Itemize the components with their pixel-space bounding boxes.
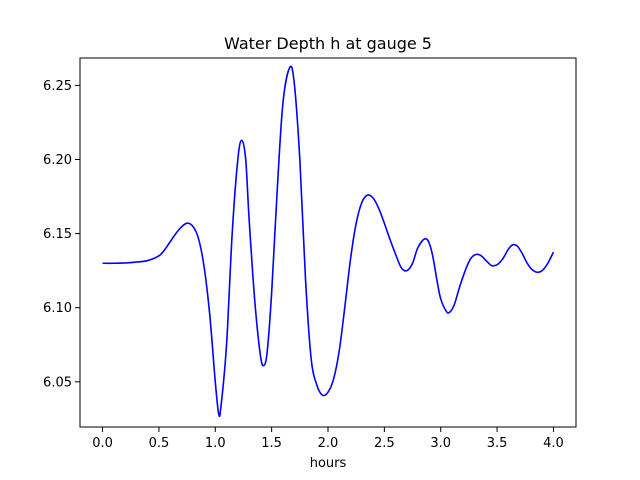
x-tick-label: 0.5 xyxy=(149,436,170,451)
x-tick-label: 2.5 xyxy=(374,436,395,451)
x-axis: 0.0 0.5 1.0 1.5 2.0 2.5 3.0 3.5 4.0 xyxy=(92,427,564,451)
chart-title: Water Depth h at gauge 5 xyxy=(224,34,432,53)
y-tick-label: 6.10 xyxy=(43,301,72,316)
y-axis: 6.05 6.10 6.15 6.20 6.25 xyxy=(43,79,80,390)
plot-area xyxy=(102,65,555,418)
x-tick-label: 3.0 xyxy=(430,436,451,451)
x-tick-label: 2.0 xyxy=(318,436,339,451)
x-tick-label: 1.5 xyxy=(261,436,282,451)
x-tick-label: 1.0 xyxy=(205,436,226,451)
y-tick-label: 6.20 xyxy=(43,153,72,168)
y-tick-label: 6.15 xyxy=(43,227,72,242)
axes-frame xyxy=(79,57,577,428)
x-axis-label: hours xyxy=(310,456,347,471)
series-line xyxy=(102,65,555,418)
x-tick-label: 4.0 xyxy=(543,436,564,451)
y-tick-label: 6.05 xyxy=(43,375,72,390)
x-tick-label: 0.0 xyxy=(92,436,113,451)
y-tick-label: 6.25 xyxy=(43,79,72,94)
x-tick-label: 3.5 xyxy=(487,436,508,451)
